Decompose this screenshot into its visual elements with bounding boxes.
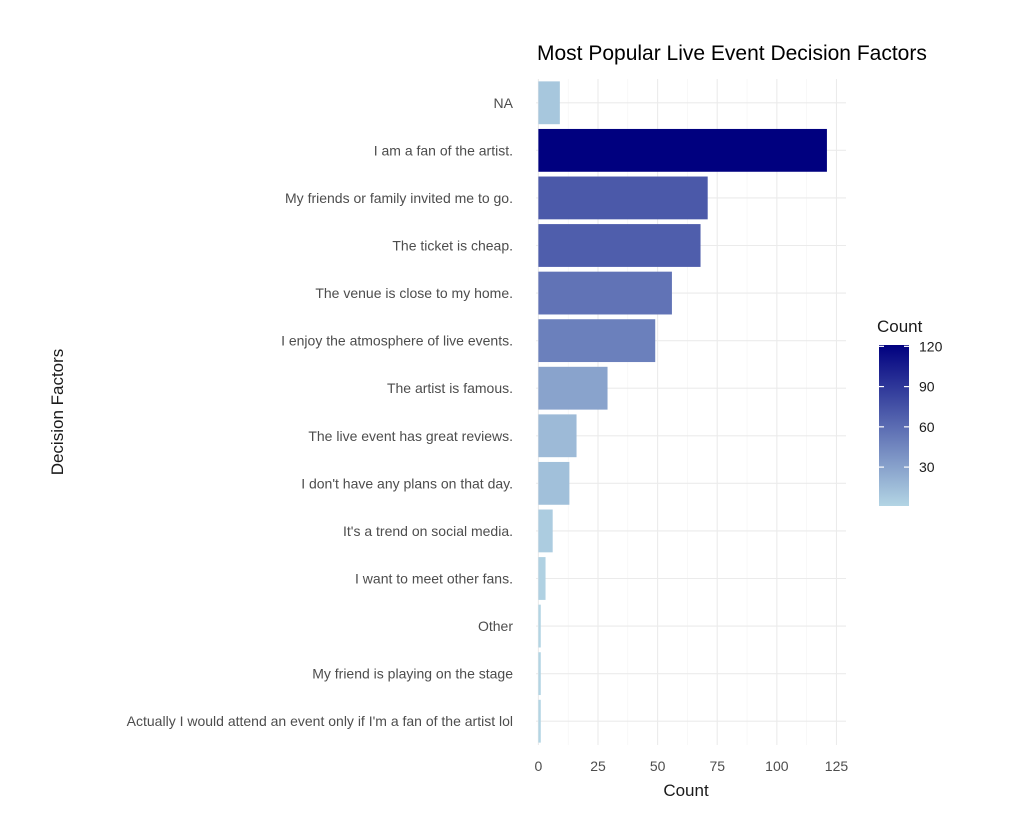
x-tick-label: 50 [650, 758, 666, 774]
legend-ticks: 120 90 60 30 [879, 338, 943, 475]
bar [538, 176, 708, 220]
category-label: Actually I would attend an event only if… [127, 713, 513, 729]
category-label: My friend is playing on the stage [312, 666, 513, 682]
y-tick-labels: NA I am a fan of the artist. My friends or… [127, 95, 514, 729]
category-label: My friends or family invited me to go. [285, 190, 513, 206]
category-label: I enjoy the atmosphere of live events. [281, 333, 513, 349]
bar [538, 128, 827, 172]
x-tick-label: 25 [590, 758, 606, 774]
category-label: The venue is close to my home. [315, 285, 513, 301]
category-label: I want to meet other fans. [355, 571, 513, 587]
x-tick-label: 75 [709, 758, 725, 774]
category-label: The live event has great reviews. [308, 428, 513, 444]
bar [538, 509, 553, 553]
legend-label: 60 [919, 419, 935, 435]
legend: Count 120 90 60 30 [877, 317, 943, 506]
x-tick-label: 100 [765, 758, 789, 774]
bar [538, 414, 577, 458]
x-axis-title: Count [663, 781, 709, 800]
legend-title: Count [877, 317, 923, 336]
bar [538, 319, 656, 363]
bar [538, 224, 701, 267]
category-label: The ticket is cheap. [392, 238, 513, 254]
category-label: I don't have any plans on that day. [301, 475, 513, 491]
x-tick-label: 0 [534, 758, 542, 774]
bar [538, 604, 541, 648]
category-label: Other [478, 618, 513, 634]
y-axis-title: Decision Factors [48, 349, 67, 476]
category-label: It's a trend on social media. [343, 523, 513, 539]
category-label: I am a fan of the artist. [374, 142, 513, 158]
x-tick-labels: 0 25 50 75 100 125 [534, 758, 848, 774]
legend-label: 120 [919, 338, 943, 354]
bar [538, 366, 608, 410]
bar [538, 557, 546, 600]
bars [538, 81, 827, 743]
bar [538, 81, 560, 125]
bar [538, 699, 541, 743]
legend-label: 90 [919, 379, 935, 395]
category-label: NA [494, 95, 514, 111]
category-label: The artist is famous. [387, 380, 513, 396]
bar [538, 271, 672, 315]
legend-colorbar [879, 345, 909, 506]
bar [538, 652, 541, 696]
bar [538, 461, 570, 505]
x-tick-label: 125 [825, 758, 849, 774]
legend-label: 30 [919, 459, 935, 475]
chart-title: Most Popular Live Event Decision Factors [537, 42, 927, 65]
